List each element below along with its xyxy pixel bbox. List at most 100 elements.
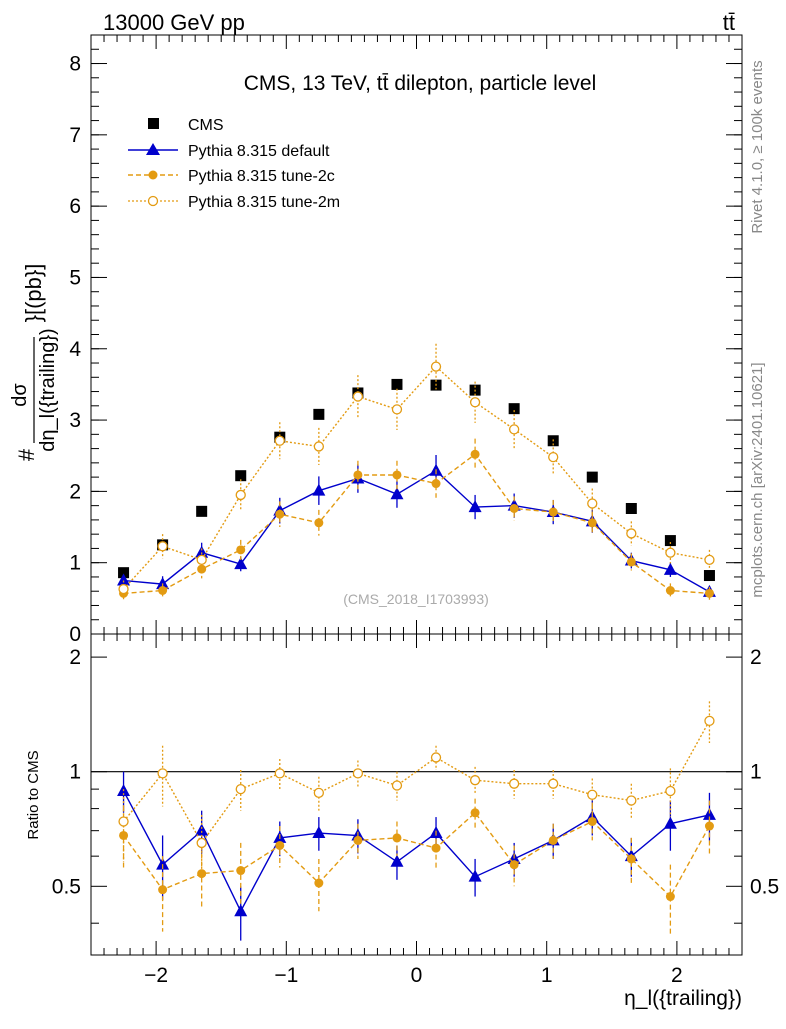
y-tick-label: 6 [69,195,81,218]
data-point-default [468,869,482,882]
y-tick-label: 8 [69,53,81,76]
data-point-default [468,500,482,513]
data-point-tune2m [509,778,520,789]
data-point-tune2c [353,470,363,480]
data-point-default [312,483,326,496]
data-point-tune2m [274,435,285,446]
data-point-default [702,807,716,820]
data-point-data [313,408,325,420]
energy-label: 13000 GeV pp [103,10,245,35]
data-point-tune2c [548,835,558,845]
data-point-tune2m [548,778,559,789]
data-point-tune2c [665,892,675,902]
data-point-tune2c [275,509,285,519]
data-point-tune2c [119,830,129,840]
data-point-tune2m [587,498,598,509]
legend-marker-cms [148,118,159,129]
data-point-tune2c [431,479,441,489]
x-tick-label: 2 [671,964,683,987]
data-point-tune2m [391,780,403,791]
data-point-tune2m [626,795,637,806]
data-point-data [196,505,208,517]
data-point-tune2c [470,808,480,818]
source-label: mcplots.cern.ch [arXiv:2401.10621] [749,362,766,597]
ratio-data-marks [91,701,742,941]
data-point-tune2c [314,518,324,528]
y-tick-label: 1 [69,761,81,784]
series-line-tune2m [123,720,711,845]
data-point-default [234,557,248,570]
data-point-data [118,567,130,579]
legend-label-default: Pythia 8.315 default [188,143,330,160]
data-point-tune2m [665,785,676,797]
main-data-marks [117,343,716,601]
data-point-default [156,577,170,590]
data-point-tune2m [626,528,637,539]
data-point-tune2c [587,518,597,528]
main-ylabel: # dσ dη_l({trailing}) }[(pb}] [9,264,59,461]
data-point-tune2m [587,789,598,800]
legend-marker-tune2m [147,195,159,207]
data-point-data [586,471,598,483]
data-point-default [390,487,404,500]
series-line-default [122,790,710,913]
y-tick-label: 0 [69,623,81,646]
data-point-tune2c [353,835,363,845]
data-point-tune2c [509,860,519,870]
data-point-tune2c [392,470,402,480]
data-point-data [625,502,637,514]
data-point-tune2m [235,783,246,795]
data-point-tune2c [548,507,558,517]
data-point-tune2c [197,869,207,879]
y-tick-label: 2 [69,480,81,503]
x-tick-label: −2 [144,964,168,987]
data-point-data [235,470,247,482]
x-tick-label: −1 [274,964,298,987]
series-line-tune2c [123,811,711,898]
data-point-tune2m [157,541,168,552]
data-point-tune2c [158,586,168,596]
data-point-tune2c [587,816,597,826]
ylabel-suffix: }[(pb}] [21,264,46,323]
data-point-data [508,403,520,415]
data-point-default [663,562,677,575]
data-point-tune2c [704,588,714,598]
data-point-tune2c [392,833,402,843]
y-tick-label: 4 [69,338,81,361]
xlabel-text: η_l({trailing}) [624,987,742,1010]
legend-label-cms: CMS [188,117,224,134]
data-point-default [663,816,677,829]
data-point-tune2c [236,866,246,876]
data-point-tune2m [665,547,676,558]
legend-marker-default [146,143,160,155]
legend-marker-tune2c [148,170,158,180]
data-point-tune2m [509,424,520,435]
data-point-data [703,570,715,582]
y-tick-label: 0.5 [52,875,81,898]
y-tick-label-right: 1 [750,761,762,784]
ratio-panel: Ratio to CMS −2 −1 0 1 2 0.5 0.5 1 1 2 2 η_l({trai… [25,633,779,1010]
y-tick-label: 1 [69,552,81,575]
analysis-watermark: (CMS_2018_I1703993) [343,591,489,607]
data-point-tune2c [626,557,636,567]
x-tick-label: 0 [411,964,423,987]
data-point-tune2m [430,752,442,763]
data-point-tune2m [157,768,168,779]
data-point-data [391,378,403,390]
data-point-tune2m [274,768,285,779]
data-point-tune2m [352,768,364,779]
y-tick-label: 2 [69,646,81,669]
ratio-axis-ticks: −2 −1 0 1 2 0.5 0.5 1 1 2 2 [52,634,779,987]
data-point-tune2m [704,715,715,727]
main-panel: CMS, 13 TeV, tt̄ dilepton, particle leve… [9,34,743,646]
data-point-tune2c [665,586,675,596]
data-point-tune2m [118,583,129,595]
legend-label-tune2m: Pythia 8.315 tune-2m [188,194,340,211]
data-point-tune2m [118,816,129,827]
data-point-tune2c [470,449,480,459]
data-point-tune2c [275,840,285,850]
data-point-tune2m [469,775,481,786]
y-tick-label: 3 [69,409,81,432]
data-point-tune2c [158,885,168,895]
